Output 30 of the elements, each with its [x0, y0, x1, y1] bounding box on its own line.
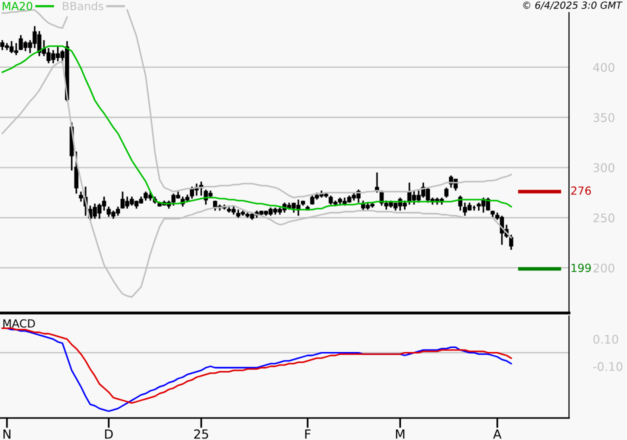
chart-title: MACD — [3, 319, 35, 328]
candlestick — [467, 202, 472, 212]
candlestick — [393, 202, 398, 212]
candlestick — [245, 212, 250, 218]
candlestick — [134, 200, 139, 210]
candlestick — [171, 192, 176, 206]
text: © 6/4/2025 3:0 GMT — [523, 1, 623, 10]
candlestick — [444, 186, 448, 198]
x-tick-label: F — [305, 429, 310, 439]
line-series — [2, 45, 512, 210]
y-tick-label: 250 — [593, 213, 614, 222]
x-tick-label: 25 — [194, 429, 208, 439]
y-tick-label: -0.10 — [593, 362, 622, 371]
x-tick-label: M — [396, 429, 404, 439]
legend-label: BBands — [62, 2, 104, 10]
candlestick — [116, 206, 120, 216]
candlestick — [226, 204, 232, 214]
x-tick-label: N — [3, 429, 10, 439]
candlestick — [338, 196, 342, 206]
legend-label: MA20 — [2, 2, 32, 10]
y-tick-label: 300 — [594, 163, 614, 172]
y-tick-label: 350 — [594, 113, 614, 122]
candlestick — [264, 210, 268, 216]
ref-line-label: 199 — [572, 264, 591, 272]
x-tick-label: A — [493, 429, 502, 439]
ref-line-label: 276 — [571, 186, 591, 195]
x-tick-label: D — [105, 429, 113, 439]
y-tick-label: 0.10 — [593, 334, 618, 344]
y-tick-label: 200 — [593, 264, 614, 273]
y-tick-label: 400 — [593, 62, 614, 72]
